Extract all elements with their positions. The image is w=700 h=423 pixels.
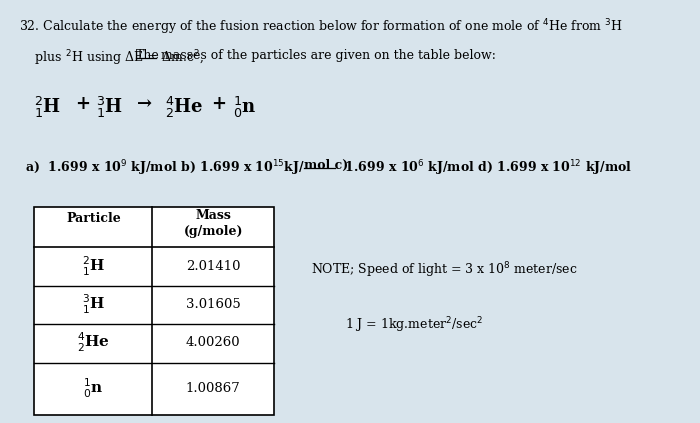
- Text: $^2_1$H: $^2_1$H: [34, 95, 61, 120]
- Text: $^4_2$He: $^4_2$He: [77, 331, 110, 354]
- Text: $^2_1$H: $^2_1$H: [82, 255, 105, 278]
- Text: mol c): mol c): [304, 159, 348, 172]
- Text: 2.01410: 2.01410: [186, 260, 240, 273]
- Text: 1.00867: 1.00867: [186, 382, 241, 395]
- Text: $^3_1$H: $^3_1$H: [97, 95, 123, 120]
- Text: NOTE; Speed of light = 3 x 10$^8$ meter/sec: NOTE; Speed of light = 3 x 10$^8$ meter/…: [312, 260, 578, 280]
- Text: 3.01605: 3.01605: [186, 298, 241, 311]
- Text: +: +: [211, 95, 227, 113]
- Text: →: →: [137, 95, 152, 113]
- Text: 4.00260: 4.00260: [186, 336, 241, 349]
- Bar: [34, 207, 274, 415]
- Text: 1.699 x 10$^6$ kJ/mol d) 1.699 x 10$^{12}$ kJ/mol: 1.699 x 10$^6$ kJ/mol d) 1.699 x 10$^{12…: [336, 159, 632, 178]
- Text: +: +: [75, 95, 90, 113]
- Text: Mass
(g/mole): Mass (g/mole): [183, 209, 243, 239]
- Text: a)  1.699 x 10$^9$ kJ/mol b) 1.699 x 10$^{15}$kJ/: a) 1.699 x 10$^9$ kJ/mol b) 1.699 x 10$^…: [25, 159, 305, 178]
- Text: $^1_0$n: $^1_0$n: [83, 377, 104, 400]
- Text: The: The: [136, 49, 160, 62]
- Text: $^3_1$H: $^3_1$H: [82, 293, 105, 316]
- Text: 32. Calculate the energy of the fusion reaction below for formation of one mole : 32. Calculate the energy of the fusion r…: [19, 17, 622, 36]
- Text: masses of the particles are given on the table below:: masses of the particles are given on the…: [157, 49, 496, 62]
- Text: $^1_0$n: $^1_0$n: [233, 95, 257, 120]
- Text: 1 J = 1kg.meter$^2$/sec$^2$: 1 J = 1kg.meter$^2$/sec$^2$: [345, 315, 484, 335]
- Text: $^4_2$He: $^4_2$He: [165, 95, 203, 120]
- Text: Particle: Particle: [66, 212, 120, 225]
- Text: plus $^2$H using ΔE = Δm.c$^2$,: plus $^2$H using ΔE = Δm.c$^2$,: [19, 49, 205, 68]
